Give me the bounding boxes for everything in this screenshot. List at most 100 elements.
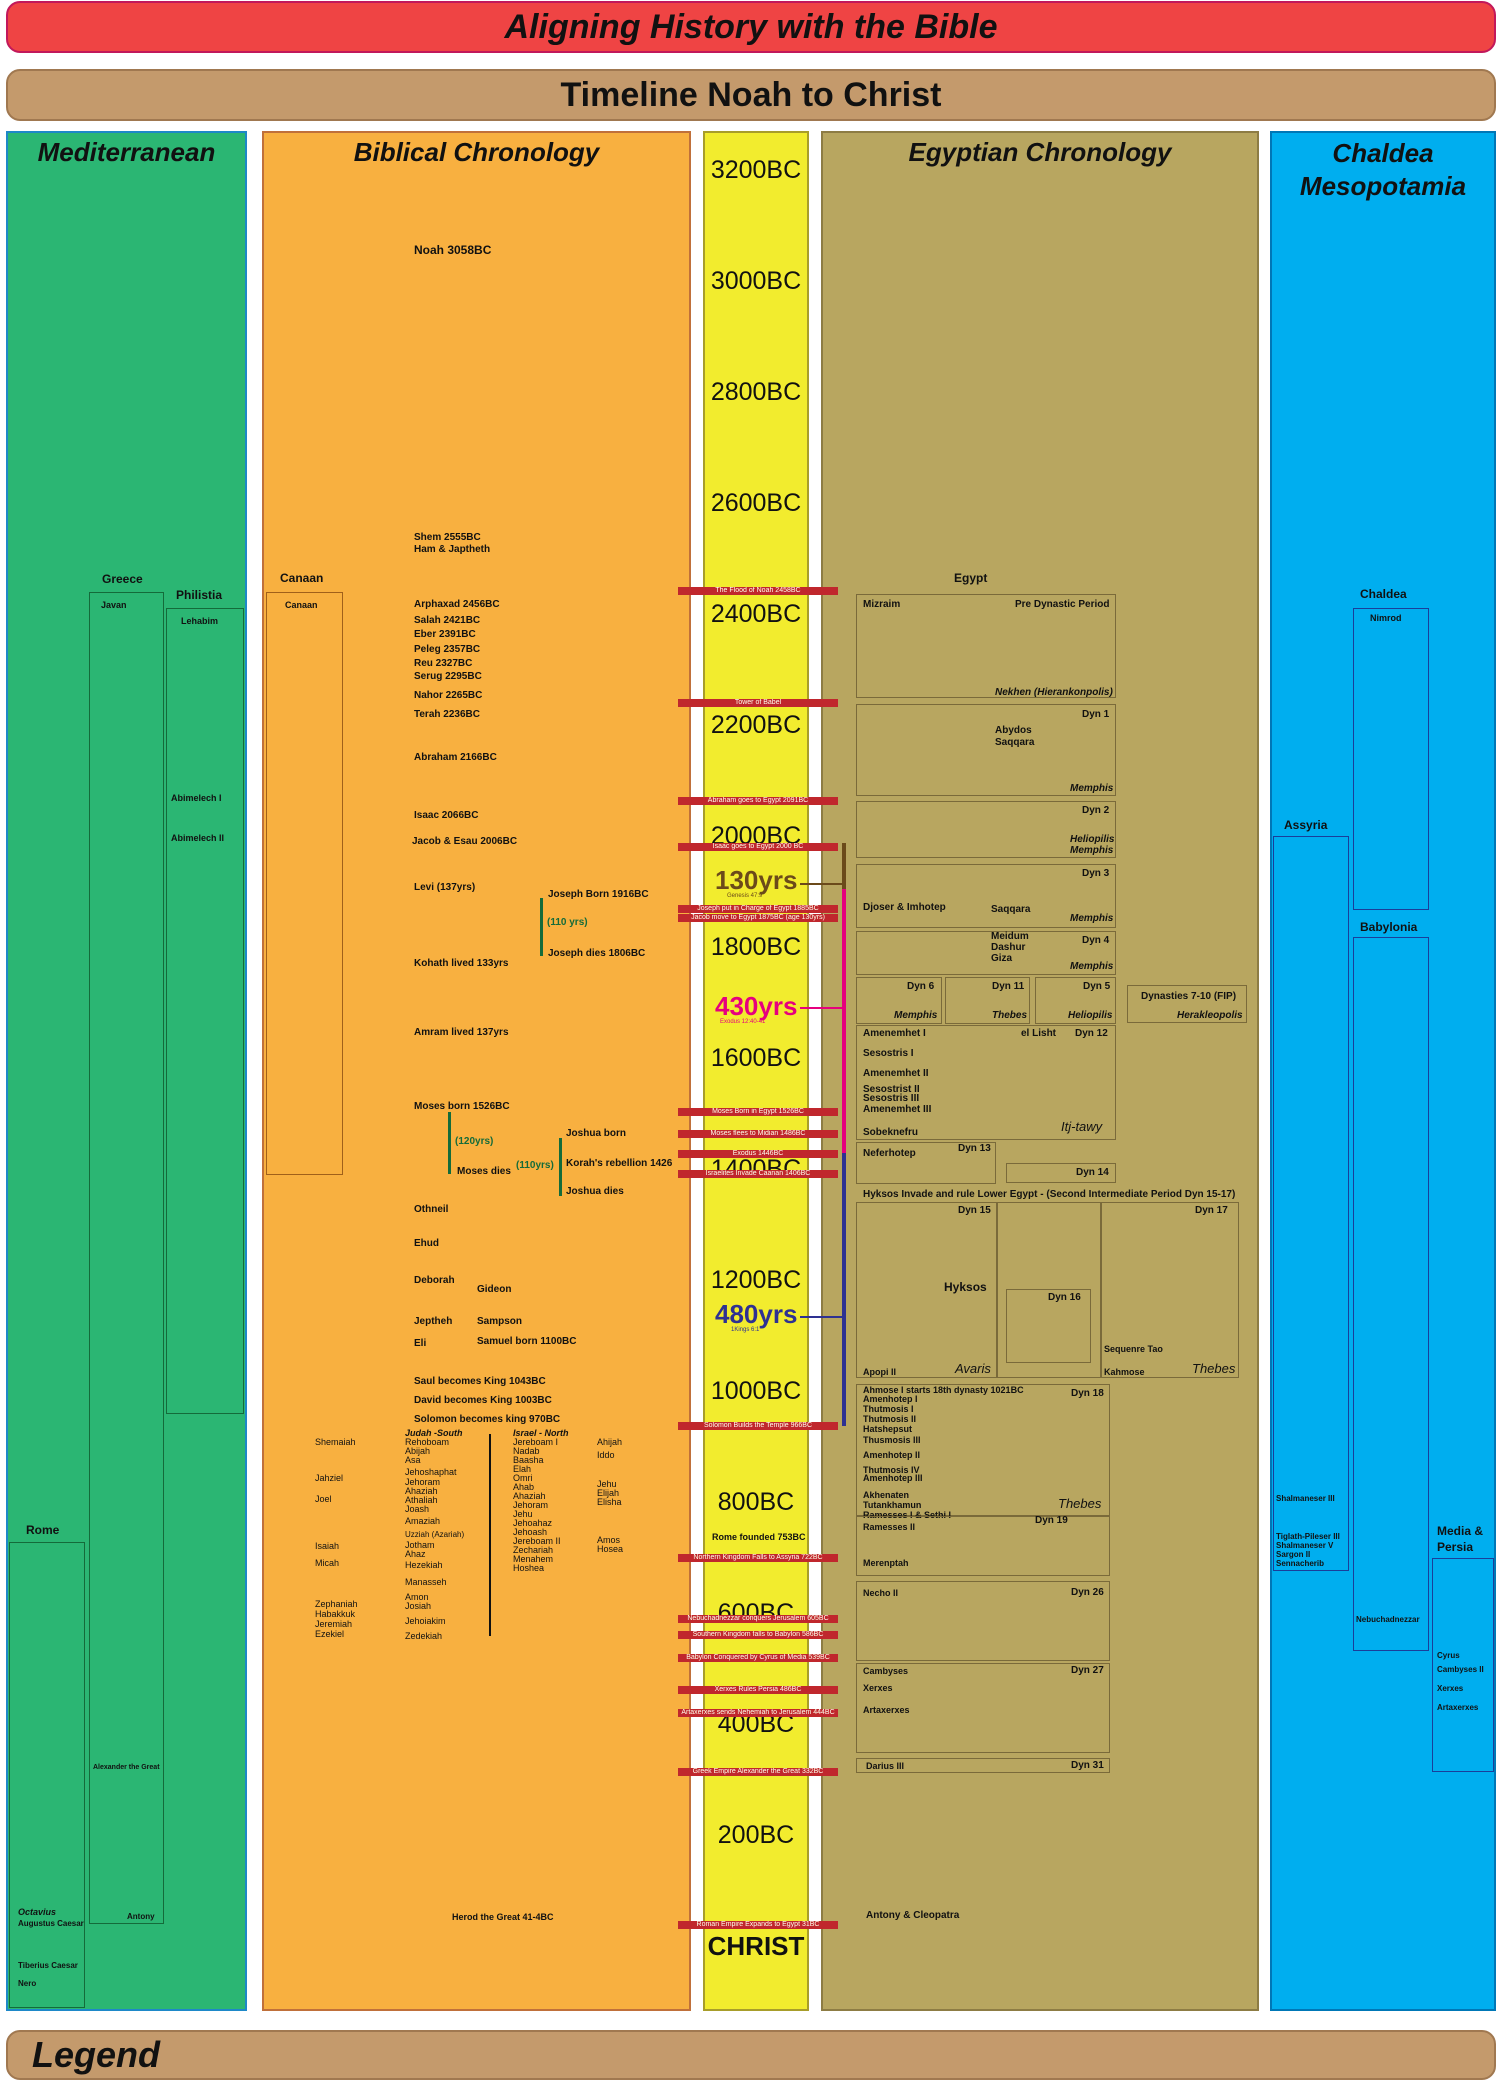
span-430-ref: Exodus 12:40-41 [720, 1019, 766, 1025]
necho-label: Necho II [863, 1588, 899, 1598]
joseph-born-label: Joseph Born 1916BC [548, 889, 649, 900]
egypt-label: Egypt [954, 571, 988, 585]
dyn18-kings-item: Ramesses I & Sethi I [863, 1510, 952, 1520]
israel-kings-item: Ahab [513, 1482, 535, 1492]
chaldea-label: Chaldea [1360, 587, 1407, 601]
judah-kings-item: Abijah [405, 1446, 431, 1456]
span-130-bar [842, 843, 846, 889]
sobeknefru-label: Sobeknefru [863, 1127, 919, 1138]
event-band: Xerxes Rules Persia 486BC [678, 1686, 838, 1694]
kahmose-label: Kahmose [1104, 1367, 1145, 1377]
event-band: Exodus 1446BC [678, 1150, 838, 1158]
antony-cleopatra-label: Antony & Cleopatra [866, 1910, 960, 1921]
memphis-2-label: Memphis [1070, 845, 1114, 856]
mizraim-label: Mizraim [863, 599, 901, 610]
abimelech-2-label: Abimelech II [171, 833, 225, 843]
isaac-label: Isaac 2066BC [414, 810, 479, 821]
amram-label: Amram lived 137yrs [414, 1027, 509, 1038]
media-label-line-2: Persia [1437, 1540, 1474, 1554]
dyn18-kings-item: Ramesses II [863, 1522, 916, 1532]
memphis-4-label: Memphis [1070, 961, 1114, 972]
event-band: Roman Empire Expands to Egypt 31BC [678, 1921, 838, 1929]
dyn13-label: Dyn 13 [958, 1143, 991, 1154]
event-band: Nebuchadnezzar conquers Jerusalem 605BC [678, 1615, 838, 1623]
othneil-label: Othneil [414, 1204, 449, 1215]
dyn16-outer-box [997, 1202, 1101, 1378]
canaan-box [266, 592, 343, 1175]
dyn6-box [856, 977, 942, 1024]
shalmaneser3-label: Shalmaneser III [1276, 1494, 1335, 1503]
solomon-label: Solomon becomes king 970BC [414, 1414, 561, 1425]
memphis-3-label: Memphis [1070, 913, 1114, 924]
dyn11-box [945, 977, 1030, 1024]
mediterranean-column: Mediterranean [6, 131, 247, 2011]
joseph-dies-label: Joseph dies 1806BC [548, 948, 646, 959]
amenemhet1-label: Amenemhet I [863, 1028, 926, 1039]
sequenre-label: Sequenre Tao [1104, 1344, 1163, 1354]
dyn4-label: Dyn 4 [1082, 935, 1110, 946]
jeptheh-label: Jeptheh [414, 1316, 453, 1327]
ehud-label: Ehud [414, 1238, 439, 1249]
chaldea-box [1353, 608, 1429, 910]
javan-label: Javan [101, 600, 127, 610]
darius-label: Darius III [866, 1761, 905, 1771]
israel-kings-item: Hoshea [513, 1563, 545, 1573]
prophets-left-item: Joel [315, 1494, 332, 1504]
deborah-label: Deborah [414, 1275, 455, 1286]
philistia-box [166, 608, 244, 1414]
prophets-left-item: Ezekiel [315, 1629, 345, 1639]
media-label-line-1: Media & [1437, 1524, 1484, 1538]
david-label: David becomes King 1003BC [414, 1395, 552, 1406]
event-band: Moses Born in Egypt 1526BC [678, 1108, 838, 1116]
year-tick-label: 2600BC [710, 489, 802, 517]
year-tick-label: 1800BC [710, 933, 802, 961]
israel-kings-item: Jehu [513, 1509, 533, 1519]
dyn11-label: Dyn 11 [992, 981, 1025, 992]
joshua-lifespan-label: (110yrs) [516, 1160, 554, 1171]
israel-kings-item: Jereboam II [513, 1536, 561, 1546]
persia-kings-item: Cambyses II [1437, 1665, 1484, 1674]
prophets-left-item: Shemaiah [315, 1437, 356, 1447]
span-480-ref: 1Kings 6:1 [731, 1327, 760, 1333]
joseph-lifespan-bar [540, 898, 543, 956]
salah-label: Salah 2421BC [414, 615, 481, 626]
persia-kings-item: Artaxerxes [1437, 1703, 1479, 1712]
reu-label: Reu 2327BC [414, 658, 473, 669]
dyn12-kings-item: Amenemhet III [863, 1104, 932, 1115]
joshua-lifespan-bar [559, 1138, 562, 1196]
moses-dies-label: Moses dies [457, 1166, 511, 1177]
hyksos-invasion-label: Hyksos Invade and rule Lower Egypt - (Se… [863, 1189, 1236, 1200]
dyn7-10-label: Dynasties 7-10 (FIP) [1141, 991, 1237, 1002]
israel-kings-item: Jehoash [513, 1527, 548, 1537]
dyn18-kings-item: Akhenaten [863, 1490, 910, 1500]
judah-kings-item: Jotham [405, 1540, 435, 1550]
prophets-right-item: Elisha [597, 1497, 622, 1507]
merenptah-label: Merenptah [863, 1558, 909, 1568]
heliopilis-2-label: Heliopilis [1068, 1010, 1113, 1021]
giza-label: Giza [991, 953, 1013, 964]
serug-label: Serug 2295BC [414, 671, 482, 682]
greece-box [89, 592, 164, 1924]
dyn18-kings-item: Thutmosis I [863, 1404, 914, 1414]
year-tick-label: 3000BC [710, 267, 802, 295]
year-tick-label: 200BC [717, 1821, 795, 1849]
dyn12-label: Dyn 12 [1075, 1028, 1108, 1039]
chaldea-heading: Chaldea Mesopotamia [1272, 137, 1494, 203]
dyn31-label: Dyn 31 [1071, 1760, 1104, 1771]
year-tick-label: 2400BC [710, 600, 802, 628]
sampson-label: Sampson [477, 1316, 523, 1327]
dyn12-kings-item: Sesostris III [863, 1093, 920, 1104]
year-tick-label: 2800BC [710, 378, 802, 406]
samuel-label: Samuel born 1100BC [477, 1336, 577, 1347]
predynastic-box [856, 594, 1116, 698]
dyn3-label: Dyn 3 [1082, 868, 1110, 879]
judah-heading: Judah -South [405, 1428, 463, 1438]
egyptian-column: Egyptian Chronology [821, 131, 1259, 2011]
antony-label: Antony [127, 1912, 155, 1921]
dyn14-box [1006, 1163, 1116, 1183]
abydos-label: Abydos [995, 725, 1032, 736]
dyn17-label: Dyn 17 [1195, 1205, 1228, 1216]
saqqara-2-label: Saqqara [991, 904, 1031, 915]
octavius-label: Octavius [18, 1907, 57, 1917]
artaxerxes-label: Artaxerxes [863, 1705, 910, 1715]
